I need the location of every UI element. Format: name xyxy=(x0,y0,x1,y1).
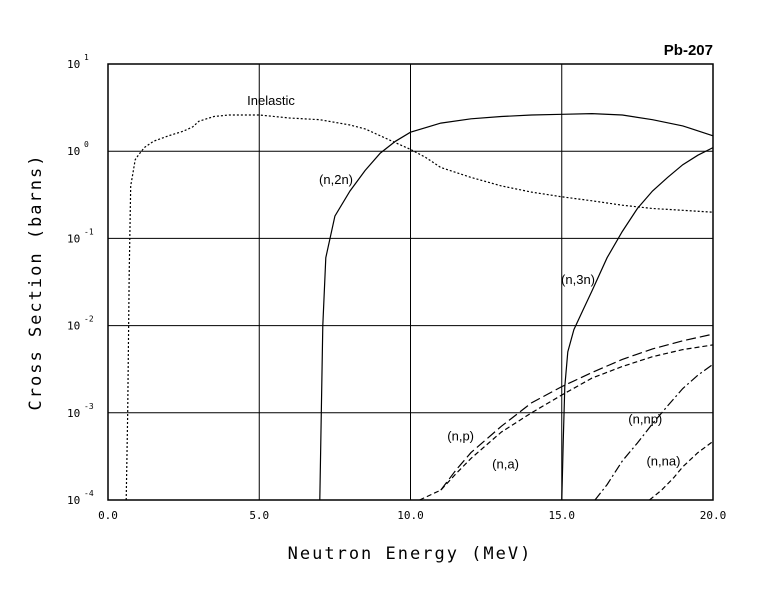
y-tick-exponent: 0 xyxy=(84,140,89,149)
x-axis-label: Neutron Energy (MeV) xyxy=(288,544,533,564)
chart-title: Pb-207 xyxy=(664,42,713,59)
y-axis-label: Cross Section (barns) xyxy=(26,154,46,411)
grid-lines xyxy=(108,64,713,500)
series-label-n-2n: (n,2n) xyxy=(319,172,353,187)
series-label-n-p: (n,p) xyxy=(447,429,474,444)
y-tick-exponent: -4 xyxy=(84,489,94,498)
y-tick-label: 10 xyxy=(67,58,80,71)
x-tick-label: 0.0 xyxy=(98,509,118,522)
y-tick-label: 10 xyxy=(67,494,80,507)
series-label-n-np: (n,np) xyxy=(628,412,662,427)
series-line-n-2n xyxy=(319,112,714,501)
x-tick-label: 15.0 xyxy=(549,509,576,522)
y-tick-label: 10 xyxy=(67,407,80,420)
y-tick-exponent: 1 xyxy=(84,53,89,62)
y-tick-label: 10 xyxy=(67,145,80,158)
x-tick-label: 5.0 xyxy=(249,509,269,522)
y-tick-label: 10 xyxy=(67,232,80,245)
x-tick-label: 20.0 xyxy=(700,509,727,522)
series-line-inelastic xyxy=(125,114,714,501)
series-line-n-p xyxy=(440,333,714,491)
series-label-n-a: (n,a) xyxy=(492,456,519,471)
series-line-n-np xyxy=(594,363,714,501)
series-labels: Inelastic (n,2n) (n,3n) (n,p) (n,a) (n,np) (n,… xyxy=(247,93,680,472)
series-label-n-na: (n,na) xyxy=(646,453,680,468)
y-tick-labels: 10 -4 10 -3 10 -2 10 -1 10 0 10 1 xyxy=(67,53,94,507)
series-label-inelastic: Inelastic xyxy=(247,93,295,108)
y-tick-exponent: -1 xyxy=(84,227,94,236)
y-tick-exponent: -2 xyxy=(84,315,94,324)
plot-frame xyxy=(107,63,714,501)
x-tick-label: 10.0 xyxy=(397,509,424,522)
x-tick-labels: 0.0 5.0 10.0 15.0 20.0 xyxy=(98,509,726,522)
series-line-n-na xyxy=(649,440,714,501)
series-label-n-3n: (n,3n) xyxy=(561,272,595,287)
series-line-n-3n xyxy=(561,147,714,501)
series-curves xyxy=(125,112,714,501)
y-tick-label: 10 xyxy=(67,320,80,333)
y-tick-exponent: -3 xyxy=(84,402,94,411)
series-line-n-a xyxy=(419,344,714,501)
